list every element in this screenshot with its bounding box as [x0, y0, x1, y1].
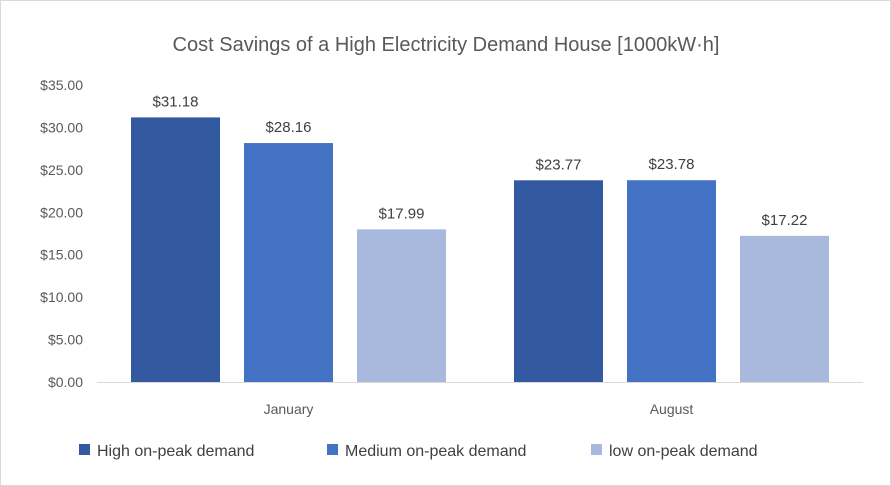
data-label: $31.18 [153, 93, 199, 110]
legend-label: low on-peak demand [609, 443, 758, 460]
bar [740, 235, 829, 382]
bar [627, 180, 716, 382]
y-tick-label: $30.00 [40, 119, 83, 135]
bar [131, 117, 220, 382]
y-tick-label: $15.00 [40, 247, 83, 263]
legend-swatch [591, 444, 602, 455]
x-axis: January August [97, 382, 863, 417]
y-tick-label: $5.00 [48, 332, 83, 348]
data-label: $23.77 [536, 156, 582, 173]
x-category-label: January [264, 401, 314, 417]
data-label: $28.16 [266, 119, 312, 136]
legend-swatch [327, 444, 338, 455]
y-tick-label: $20.00 [40, 204, 83, 220]
data-label: $17.99 [379, 205, 425, 222]
legend-item: Medium on-peak demand [327, 443, 526, 460]
legend-swatch [79, 444, 90, 455]
y-tick-label: $0.00 [48, 374, 83, 390]
legend: High on-peak demand Medium on-peak demand… [79, 443, 758, 460]
data-label: $17.22 [762, 212, 808, 229]
legend-item: High on-peak demand [79, 443, 254, 460]
y-tick-label: $35.00 [40, 77, 83, 93]
legend-label: Medium on-peak demand [345, 443, 526, 460]
x-category-label: August [650, 401, 694, 417]
y-axis: $0.00 $5.00 $10.00 $15.00 $20.00 $25.00 $30.00… [40, 77, 83, 390]
bar [514, 180, 603, 382]
legend-label: High on-peak demand [97, 443, 254, 460]
bars [131, 117, 829, 382]
y-tick-label: $25.00 [40, 162, 83, 178]
legend-item: low on-peak demand [591, 443, 758, 460]
data-label: $23.78 [649, 156, 695, 173]
bar [357, 229, 446, 382]
y-tick-label: $10.00 [40, 289, 83, 305]
data-labels: $31.18 $28.16 $17.99 $23.77 $23.78 $17.22 [153, 93, 808, 228]
chart-title: Cost Savings of a High Electricity Deman… [173, 34, 720, 56]
bar [244, 143, 333, 382]
